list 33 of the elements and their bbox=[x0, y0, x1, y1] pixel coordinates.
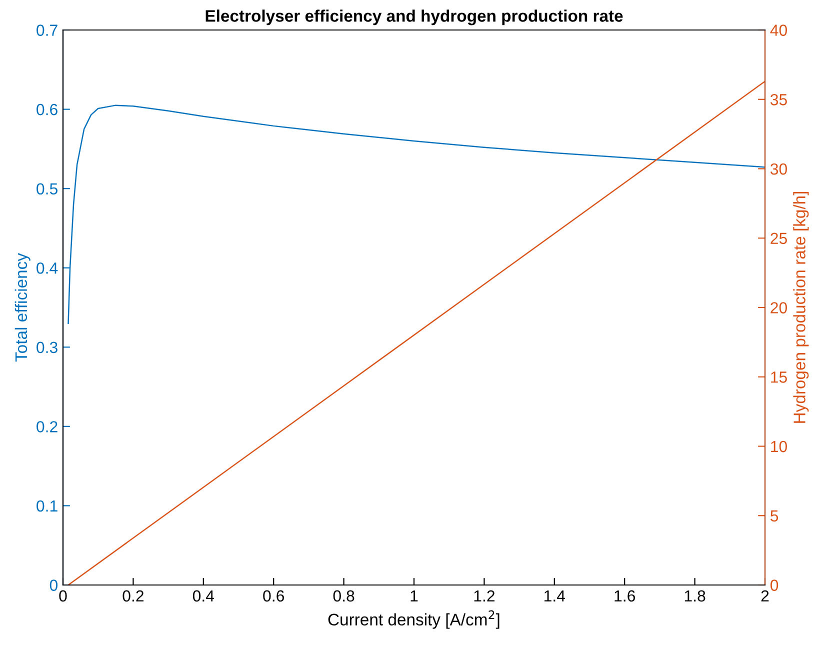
y2-tick-label: 35 bbox=[770, 94, 787, 106]
y2-tick-label: 5 bbox=[770, 510, 778, 522]
x-tick-label: 0.4 bbox=[192, 590, 214, 602]
x-tick-label: 0 bbox=[59, 590, 67, 602]
y2-tick-label: 0 bbox=[770, 580, 778, 591]
y2-tick-label: 20 bbox=[770, 302, 787, 314]
y-tick-label: 0.4 bbox=[36, 262, 58, 274]
y2-axis-title: Hydrogen production rate [kg/h] bbox=[793, 192, 809, 423]
x-tick-label: 0.6 bbox=[263, 590, 284, 602]
y-tick-label: 0.3 bbox=[36, 342, 58, 354]
x-tick-label: 1.8 bbox=[684, 590, 706, 602]
y-tick-label: 0.1 bbox=[36, 500, 58, 512]
line-series bbox=[68, 104, 765, 324]
y2-tick-label: 40 bbox=[770, 24, 787, 36]
y-tick-label: 0 bbox=[50, 580, 58, 591]
x-tick-label: 2 bbox=[761, 590, 769, 602]
x-tick-label: 0.2 bbox=[122, 590, 144, 602]
x-tick-label: 1.2 bbox=[474, 590, 494, 602]
x-tick-label: 1 bbox=[410, 590, 418, 602]
y-axis-title: Total efficiency bbox=[14, 253, 30, 362]
x-tick-label: 0.8 bbox=[333, 590, 354, 602]
y-tick-label: 0.6 bbox=[36, 104, 58, 116]
y-tick-label: 0.7 bbox=[36, 24, 58, 36]
y2-tick-label: 25 bbox=[770, 232, 787, 244]
x-axis-title: Current density [A/cm$^{2}$] bbox=[328, 610, 500, 629]
y2-tick-label: 10 bbox=[771, 440, 787, 452]
y-tick-label: 0.5 bbox=[36, 183, 58, 195]
x-tick-label: 1.6 bbox=[614, 590, 635, 602]
y2-tick-label: 15 bbox=[771, 372, 787, 383]
chart-title: Electrolyser efficiency and hydrogen production rate bbox=[206, 10, 623, 26]
y-tick-label: 0.2 bbox=[36, 421, 58, 432]
y2-tick-label: 30 bbox=[770, 163, 787, 175]
x-tick-label: 1.4 bbox=[544, 590, 566, 602]
